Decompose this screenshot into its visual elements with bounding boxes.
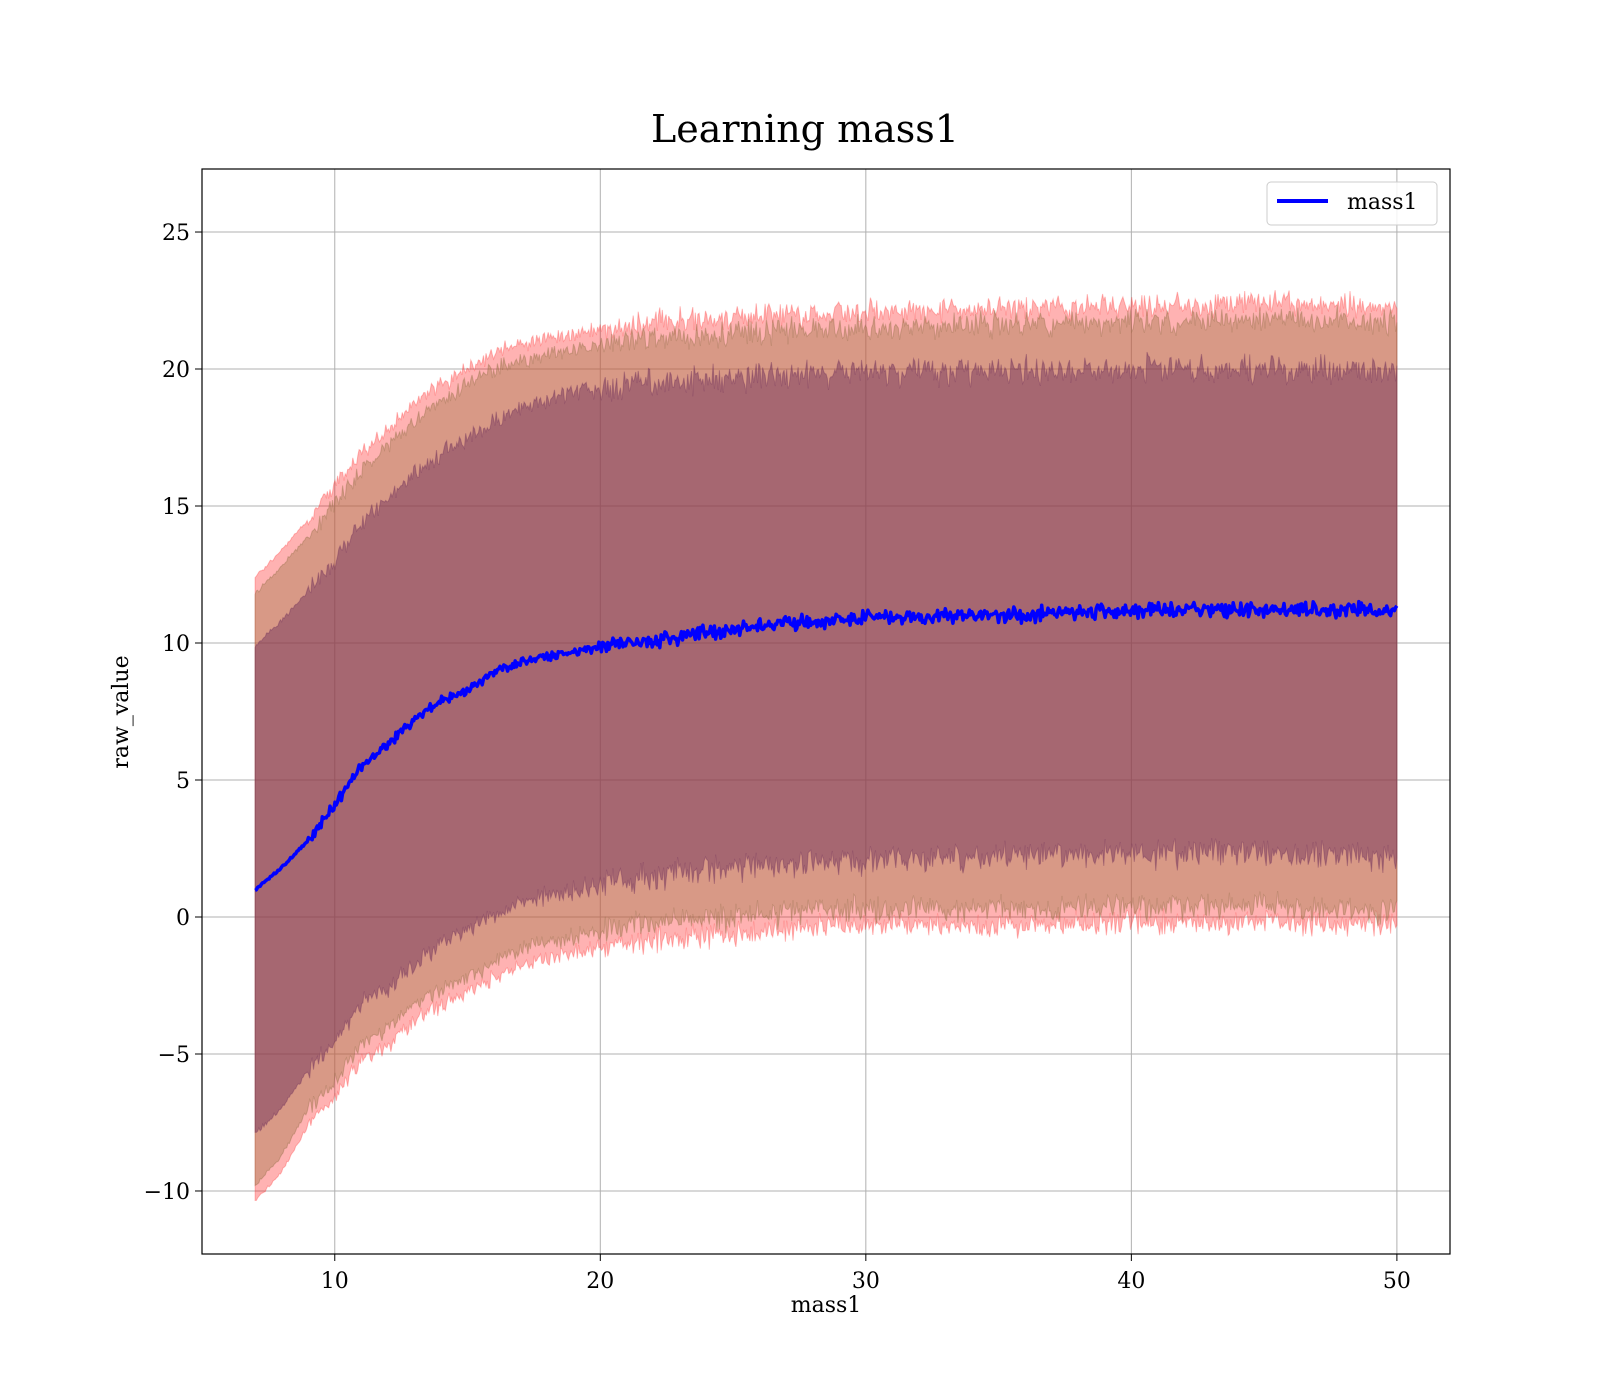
- x-axis-ticks: 10 20 30 40 50: [321, 1254, 1411, 1294]
- series-line-mass1: [254, 599, 1399, 892]
- y-axis-ticks: −10 −5 0 5 10 15 20 25: [144, 221, 202, 1205]
- y-axis-label: raw_value: [109, 655, 134, 768]
- y-tick-label: 20: [162, 358, 190, 383]
- y-tick-label: 10: [162, 632, 190, 657]
- y-tick-label: 25: [162, 221, 190, 246]
- band-middle: [254, 305, 1398, 1187]
- series-lines: [254, 599, 1399, 892]
- x-tick-label: 20: [586, 1269, 614, 1294]
- grid: [202, 169, 1450, 1254]
- y-tick-label: 15: [162, 495, 190, 520]
- legend: mass1: [1266, 181, 1438, 226]
- y-tick-label: −5: [158, 1043, 190, 1068]
- legend-box: [1266, 181, 1438, 226]
- x-axis-label: mass1: [791, 1293, 862, 1318]
- chart-title: Learning mass1: [651, 107, 959, 151]
- x-tick-label: 40: [1117, 1269, 1145, 1294]
- band-inner: [254, 351, 1398, 1133]
- plot-frame: [201, 168, 1451, 1255]
- y-tick-label: 5: [176, 769, 190, 794]
- x-tick-label: 10: [321, 1269, 349, 1294]
- x-tick-label: 50: [1383, 1269, 1411, 1294]
- band-outer: [254, 290, 1398, 1202]
- x-tick-label: 30: [852, 1269, 880, 1294]
- y-tick-label: 0: [176, 906, 190, 931]
- y-tick-label: −10: [144, 1180, 190, 1205]
- legend-label: mass1: [1347, 190, 1418, 215]
- confidence-bands: [254, 290, 1398, 1202]
